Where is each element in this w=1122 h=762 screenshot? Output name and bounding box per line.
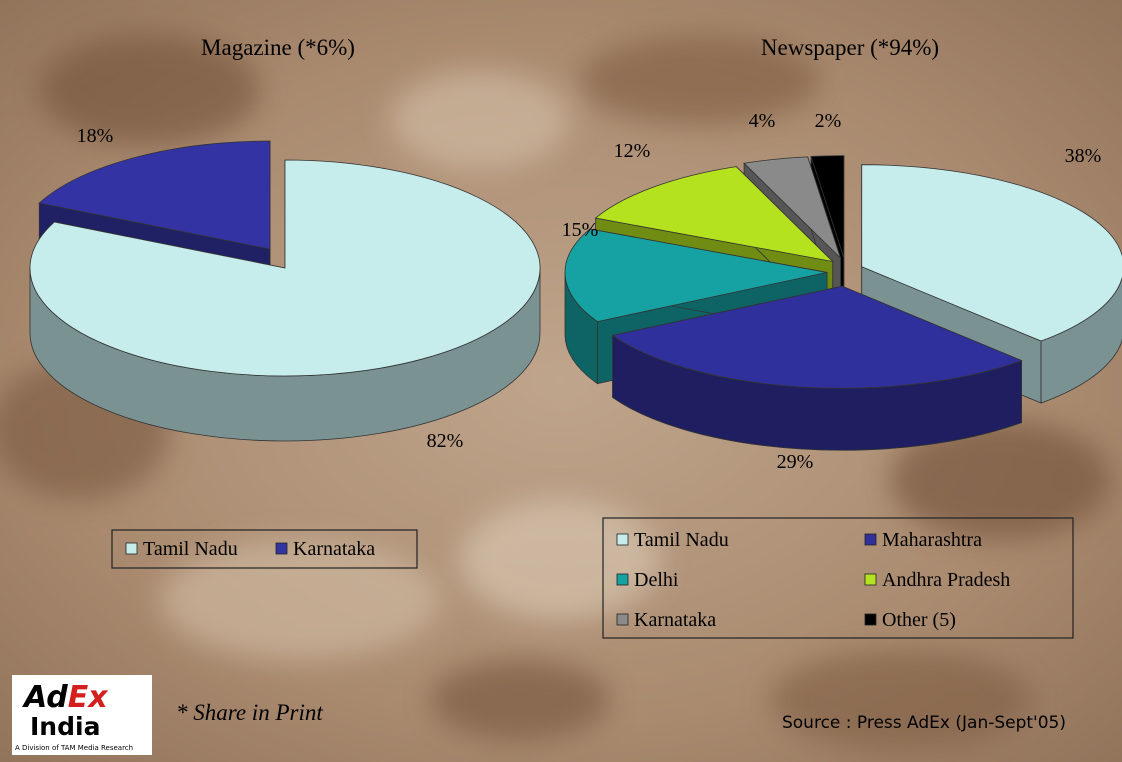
pie: 82% 18% Tamil Nadu Karnataka: [29, 125, 541, 569]
legend-label: Maharashtra: [882, 529, 982, 551]
legend-swatch: [275, 542, 288, 555]
legend-swatch: [864, 573, 877, 586]
pie-slice: [611, 285, 1023, 389]
data-label: 82%: [427, 430, 464, 452]
legend-swatch: [864, 533, 877, 546]
data-label: 12%: [614, 140, 651, 162]
data-label: 29%: [777, 451, 814, 473]
pie-slice: [38, 140, 271, 250]
legend-swatch: [616, 613, 629, 626]
logo-brand: AdEx: [22, 680, 109, 715]
pie-slice: [29, 159, 541, 377]
legend-box: [111, 529, 418, 569]
chart-title: Newspaper (*94%): [761, 35, 939, 60]
data-label: 18%: [77, 125, 114, 147]
legend-label: Other (5): [882, 609, 956, 631]
pie-slice: [743, 156, 841, 259]
logo-box: [12, 675, 152, 755]
legend-box: [602, 517, 1074, 639]
pie-slice: [564, 228, 828, 323]
logo-country: India: [30, 712, 100, 741]
legend-swatch: [125, 542, 138, 555]
legend-swatch: [616, 573, 629, 586]
pie-slice: [861, 164, 1122, 342]
bean-texture: [0, 35, 1110, 750]
pie: 38% 29% 15% 12% 4% 2% Tamil Nadu Maharashtra Del…: [562, 110, 1122, 639]
data-label: 4%: [749, 110, 776, 132]
data-label: 38%: [1065, 145, 1102, 167]
legend-label: Karnataka: [634, 609, 716, 631]
legend-swatch: [616, 533, 629, 546]
legend-label: Tamil Nadu: [143, 538, 238, 560]
legend-label: Andhra Pradesh: [882, 569, 1010, 591]
pie-slice: [810, 155, 845, 258]
data-label: 2%: [815, 110, 842, 132]
plot: 82% 18% Tamil Nadu Karnataka 38% 29% 15% 12% 4% 2…: [29, 110, 1122, 639]
data-label: 15%: [562, 219, 599, 241]
logo-tagline: A Division of TAM Media Research: [15, 744, 133, 752]
pie-slice: [594, 166, 834, 263]
chart-title: Magazine (*6%): [201, 35, 355, 60]
legend-label: Karnataka: [293, 538, 375, 560]
legend-label: Delhi: [634, 569, 679, 591]
legend-swatch: [864, 613, 877, 626]
footnote: * Share in Print: [176, 700, 323, 725]
legend-label: Tamil Nadu: [634, 529, 729, 551]
source: Source : Press AdEx (Jan-Sept'05): [782, 713, 1066, 733]
